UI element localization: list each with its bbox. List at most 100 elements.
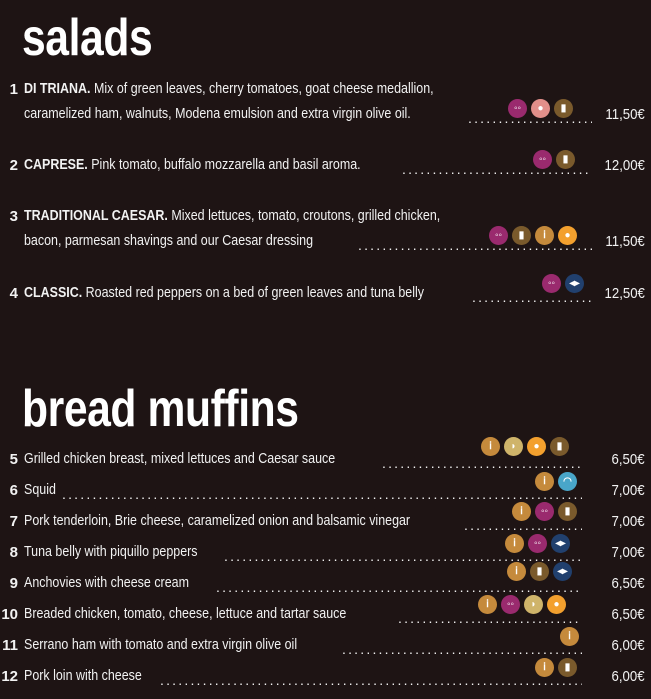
dot-leader: ........................................… [62,486,582,500]
item-number: 7 [9,513,18,530]
item-price: 6,50€ [611,575,645,592]
egg-allergen-icon: ◦◦ [542,274,561,293]
item-number: 2 [9,157,18,174]
item-description: bacon, parmesan shavings and our Caesar … [24,233,314,249]
item-description: Serrano ham with tomato and extra virgin… [24,637,298,653]
item-price: 12,00€ [604,157,645,174]
egg-allergen-icon: ◦◦ [533,150,552,169]
item-price: 11,50€ [605,233,645,250]
item-number: 10 [1,606,18,623]
item-name: CLASSIC. [24,285,83,301]
item-description: Roasted red peppers on a bed of green le… [82,285,424,301]
dot-leader: .............................. [464,517,582,531]
gluten-allergen-icon: ⅰ [478,595,497,614]
allergen-icons: ⅰ ◦◦ ◂▸ [505,534,570,553]
gluten-allergen-icon: ⅰ [535,226,554,245]
item-line: CLASSIC. Roasted red peppers on a bed of… [24,285,424,301]
item-description: Pork loin with cheese [24,668,142,684]
item-price: 6,50€ [611,451,645,468]
item-price: 7,00€ [611,513,645,530]
egg-allergen-icon: ◦◦ [501,595,520,614]
allergen-icons: ⅰ ▮ [535,658,577,677]
dot-leader: ........................................… [216,579,582,593]
item-description: Mixed lettuces, tomato, croutons, grille… [167,208,441,224]
milk-allergen-icon: ▮ [512,226,531,245]
item-number: 9 [9,575,18,592]
item-price: 12,50€ [604,285,645,302]
allergen-icons: ⅰ ◠ [535,472,577,491]
shell-allergen-icon: ◠ [558,472,577,491]
item-price: 6,00€ [611,668,645,685]
item-description: Breaded chicken, tomato, cheese, lettuce… [24,606,347,622]
allergen-icons: ◦◦ ◂▸ [542,274,584,293]
egg-allergen-icon: ◦◦ [528,534,547,553]
gluten-allergen-icon: ⅰ [512,502,531,521]
item-description: Tuna belly with piquillo peppers [24,544,198,560]
allergen-icons: ⅰ ◦◦ ▮ [512,502,577,521]
item-number: 3 [9,208,18,225]
item-description: Grilled chicken breast, mixed lettuces a… [24,451,336,467]
dot-leader: ........................................… [224,548,582,562]
soy-allergen-icon: ● [558,226,577,245]
soy-allergen-icon: ● [547,595,566,614]
gluten-allergen-icon: ⅰ [481,437,500,456]
item-price: 6,00€ [611,637,645,654]
item-price: 11,50€ [605,106,645,123]
gluten-allergen-icon: ⅰ [535,472,554,491]
item-number: 6 [9,482,18,499]
dot-leader: ........................................… [382,455,582,469]
mustard-allergen-icon: ◗ [504,437,523,456]
fish-allergen-icon: ◂▸ [565,274,584,293]
milk-allergen-icon: ▮ [550,437,569,456]
item-price: 7,00€ [611,482,645,499]
fish-allergen-icon: ◂▸ [551,534,570,553]
item-number: 5 [9,451,18,468]
egg-allergen-icon: ◦◦ [508,99,527,118]
item-description: caramelized ham, walnuts, Modena emulsio… [24,106,411,122]
milk-allergen-icon: ▮ [558,658,577,677]
allergen-icons: ⅰ [560,627,579,646]
item-number: 4 [9,285,18,302]
item-description: Anchovies with cheese cream [24,575,189,591]
mustard-allergen-icon: ◗ [524,595,543,614]
item-name: TRADITIONAL CAESAR. [24,208,168,224]
dot-leader: ........................................… [358,237,592,251]
dot-leader: .............................. [472,289,592,303]
item-number: 8 [9,544,18,561]
egg-allergen-icon: ◦◦ [489,226,508,245]
item-description: Squid [24,482,56,498]
item-name: DI TRIANA. [24,81,91,97]
item-line: TRADITIONAL CAESAR. Mixed lettuces, toma… [24,208,440,224]
item-line: DI TRIANA. Mix of green leaves, cherry t… [24,81,434,97]
item-price: 7,00€ [611,544,645,561]
item-number: 11 [2,637,18,654]
allergen-icons: ◦◦ ▮ [533,150,575,169]
dot-leader: ........................................… [160,672,582,686]
muffins-title: bread muffins [22,380,299,438]
allergen-icons: ◦◦ ▮ ⅰ ● [489,226,577,245]
item-name: CAPRESE. [24,157,88,173]
gluten-allergen-icon: ⅰ [505,534,524,553]
nut-allergen-icon: ● [531,99,550,118]
item-description: Pink tomato, buffalo mozzarella and basi… [87,157,361,173]
milk-allergen-icon: ▮ [530,562,549,581]
allergen-icons: ⅰ ◦◦ ◗ ● [478,595,566,614]
gluten-allergen-icon: ⅰ [535,658,554,677]
milk-allergen-icon: ▮ [558,502,577,521]
dot-leader: ........................................… [342,641,582,655]
gluten-allergen-icon: ⅰ [507,562,526,581]
item-number: 12 [1,668,18,685]
gluten-allergen-icon: ⅰ [560,627,579,646]
allergen-icons: ◦◦ ● ▮ [508,99,573,118]
egg-allergen-icon: ◦◦ [535,502,554,521]
item-description: Pork tenderloin, Brie cheese, caramelize… [24,513,411,529]
item-number: 1 [9,81,18,98]
soy-allergen-icon: ● [527,437,546,456]
fish-allergen-icon: ◂▸ [553,562,572,581]
allergen-icons: ⅰ ▮ ◂▸ [507,562,572,581]
salads-title: salads [22,9,153,67]
allergen-icons: ⅰ ◗ ● ▮ [481,437,569,456]
milk-allergen-icon: ▮ [556,150,575,169]
item-line: CAPRESE. Pink tomato, buffalo mozzarella… [24,157,361,173]
item-description: Mix of green leaves, cherry tomatoes, go… [90,81,434,97]
